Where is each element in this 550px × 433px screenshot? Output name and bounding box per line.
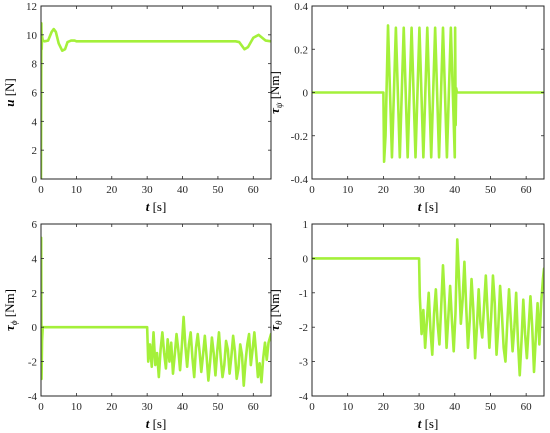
y-tick-label: 0: [303, 253, 309, 265]
y-tick-label: 0: [303, 88, 309, 100]
x-axis-label-var: t: [146, 416, 150, 431]
x-tick-label: 40: [449, 401, 461, 413]
y-axis-label-subscript: ϕ: [9, 320, 19, 325]
y-axis-label: u [N]: [2, 78, 17, 107]
series-line-1: [41, 22, 271, 179]
x-axis-label-var: t: [418, 416, 422, 431]
y-axis-label-var: τ: [267, 324, 282, 331]
y-tick-label: -2: [28, 357, 37, 369]
x-axis-label-unit: [s]: [149, 199, 166, 214]
y-tick-label: -4: [299, 391, 309, 403]
y-tick-label: -2: [299, 322, 308, 334]
y-axis-label: τθ [Nm]: [267, 289, 284, 331]
y-tick-label: 4: [32, 253, 38, 265]
y-tick-label: 0.2: [294, 44, 308, 56]
x-tick-label: 30: [414, 401, 426, 413]
y-tick-label: 6: [32, 219, 38, 231]
x-tick-label: 50: [485, 184, 497, 196]
y-tick-label: -3: [299, 357, 309, 369]
x-tick-label: 10: [342, 184, 354, 196]
x-tick-label: 20: [378, 184, 390, 196]
x-axis-label-var: t: [146, 199, 150, 214]
y-axis-label: τϕ [Nm]: [2, 289, 19, 331]
x-tick-label: 20: [106, 184, 118, 196]
y-axis-label-unit: [Nm]: [267, 289, 282, 320]
y-axis-label-unit: [N]: [2, 78, 17, 99]
x-tick-label: 30: [414, 184, 426, 196]
subplot-3: 0 10 20 30 40 50 60 -4 -2 0 2 4 6 t [s] τϕ [Nm]: [2, 219, 272, 431]
series-line-1: [41, 236, 271, 387]
x-tick-label: 0: [309, 401, 315, 413]
y-axis-label: τψ [Nm]: [267, 71, 284, 114]
series-line-1: [312, 24, 544, 163]
y-axis-label-var: u: [2, 100, 17, 107]
y-tick-label: 4: [32, 116, 38, 128]
y-axis-label-var: τ: [267, 107, 282, 114]
axes-box: [311, 223, 545, 397]
x-tick-label: 40: [177, 184, 189, 196]
y-axis-label-unit: [Nm]: [267, 71, 282, 102]
x-tick-label: 60: [248, 401, 260, 413]
x-tick-label: 50: [485, 401, 497, 413]
y-tick-label: 2: [32, 288, 38, 300]
subplot-4: 0 10 20 30 40 50 60 -4 -3 -2 -1 0 1 t [s] τθ [Nm]: [267, 219, 545, 431]
y-tick-label: -4: [28, 391, 38, 403]
x-tick-label: 50: [212, 184, 224, 196]
y-tick-label: 2: [32, 145, 38, 157]
axes-box: [40, 223, 272, 397]
x-axis-label-unit: [s]: [149, 416, 166, 431]
x-tick-label: 10: [71, 184, 83, 196]
y-tick-label: -0.2: [291, 131, 308, 143]
x-tick-label: 10: [342, 401, 354, 413]
y-tick-label: 0: [32, 322, 38, 334]
y-axis-label-var: τ: [2, 324, 17, 331]
x-tick-label: 20: [106, 401, 118, 413]
y-tick-label: 0.4: [294, 1, 308, 13]
y-tick-label: 10: [26, 30, 38, 42]
x-tick-label: 60: [521, 184, 533, 196]
x-tick-label: 30: [142, 401, 154, 413]
y-axis-label-subscript: ψ: [274, 102, 284, 108]
axes-box: [40, 5, 272, 180]
y-axis-label-unit: [Nm]: [2, 289, 17, 320]
x-tick-label: 60: [248, 184, 260, 196]
x-tick-label: 0: [38, 401, 44, 413]
x-tick-label: 10: [71, 401, 83, 413]
x-axis-label: t [s]: [146, 199, 167, 214]
y-tick-label: 0: [32, 174, 38, 186]
y-tick-label: -1: [299, 288, 308, 300]
x-axis-label: t [s]: [418, 416, 439, 431]
x-tick-label: 30: [142, 184, 154, 196]
x-tick-label: 60: [521, 401, 533, 413]
x-tick-label: 50: [212, 401, 224, 413]
x-axis-label-unit: [s]: [421, 199, 438, 214]
x-tick-label: 0: [309, 184, 315, 196]
x-tick-label: 0: [38, 184, 44, 196]
series-line-1: [312, 238, 544, 377]
y-tick-label: 6: [32, 88, 38, 100]
y-axis-label-subscript: θ: [274, 320, 284, 325]
subplot-1: 0 10 20 30 40 50 60 0 2 4 6 8 10 12 t [s] u [N]: [2, 1, 272, 214]
x-axis-label-unit: [s]: [421, 416, 438, 431]
x-axis-label-var: t: [418, 199, 422, 214]
y-tick-label: 8: [32, 59, 38, 71]
y-tick-label: 1: [303, 219, 309, 231]
y-tick-label: -0.4: [291, 174, 309, 186]
x-tick-label: 40: [449, 184, 461, 196]
x-axis-label: t [s]: [146, 416, 167, 431]
x-tick-label: 20: [378, 401, 390, 413]
subplot-2: 0 10 20 30 40 50 60 -0.4 -0.2 0 0.2 0.4 t [s] τψ [Nm]: [267, 1, 545, 214]
x-tick-label: 40: [177, 401, 189, 413]
x-axis-label: t [s]: [418, 199, 439, 214]
y-tick-label: 12: [26, 1, 37, 13]
